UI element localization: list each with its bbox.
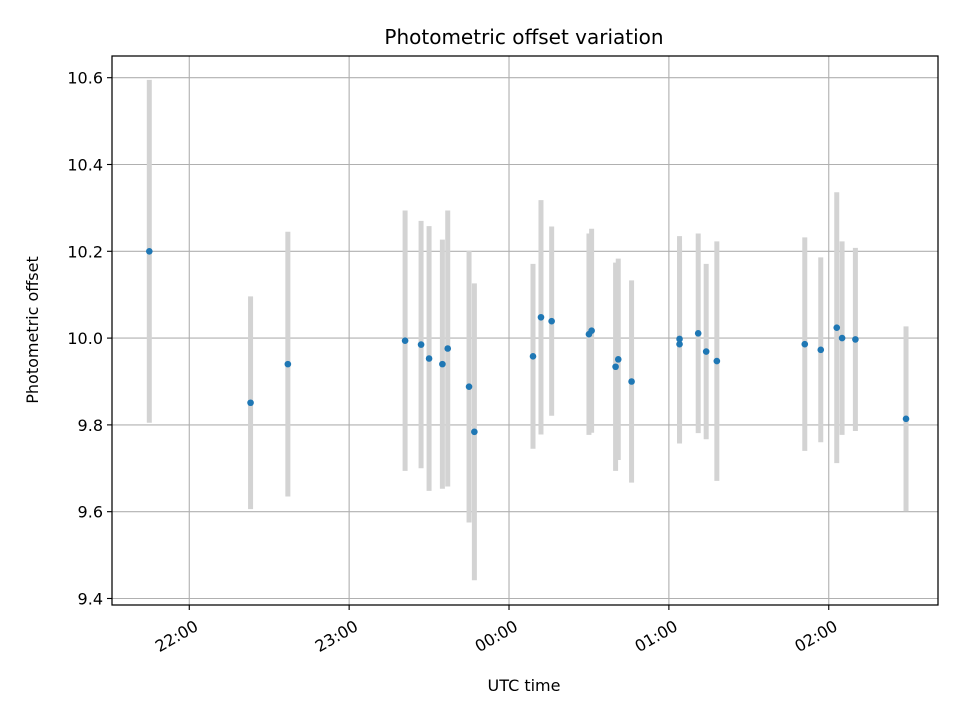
data-point	[444, 345, 452, 352]
data-point	[902, 415, 910, 423]
data-point	[465, 383, 473, 391]
data-point	[425, 355, 433, 362]
y-axis-label: Photometric offset	[23, 256, 42, 404]
data-point	[471, 428, 478, 436]
data-point	[838, 334, 846, 342]
data-point	[612, 363, 619, 371]
data-point	[588, 327, 595, 335]
y-tick-label: 10.6	[67, 69, 103, 88]
data-point	[417, 341, 425, 348]
point-layer	[146, 247, 910, 436]
data-point	[529, 353, 537, 360]
data-point	[702, 348, 710, 355]
y-tick-label: 10.2	[67, 242, 103, 261]
y-tick-label: 9.4	[78, 589, 103, 608]
data-point	[713, 357, 721, 365]
y-tick-label: 9.6	[78, 503, 103, 522]
data-point	[694, 330, 702, 337]
data-point	[439, 360, 446, 368]
data-point	[676, 335, 683, 343]
data-point	[537, 313, 545, 321]
y-tick-label: 10.0	[67, 329, 103, 348]
plot-frame	[111, 55, 939, 606]
data-point	[852, 336, 859, 343]
data-point	[146, 247, 153, 255]
chart-title: Photometric offset variation	[384, 25, 663, 49]
grid-layer	[112, 56, 938, 605]
data-point	[801, 340, 809, 348]
x-axis-label: UTC time	[488, 676, 561, 695]
y-tick-label: 9.8	[78, 416, 103, 435]
data-point	[628, 378, 635, 385]
data-point	[614, 356, 622, 363]
data-point	[817, 346, 825, 354]
data-point	[247, 399, 254, 407]
y-tick-label: 10.4	[67, 155, 103, 174]
data-point	[284, 360, 292, 368]
data-point	[676, 340, 683, 348]
data-point	[833, 324, 841, 331]
data-point	[401, 337, 409, 344]
data-point	[548, 317, 555, 325]
